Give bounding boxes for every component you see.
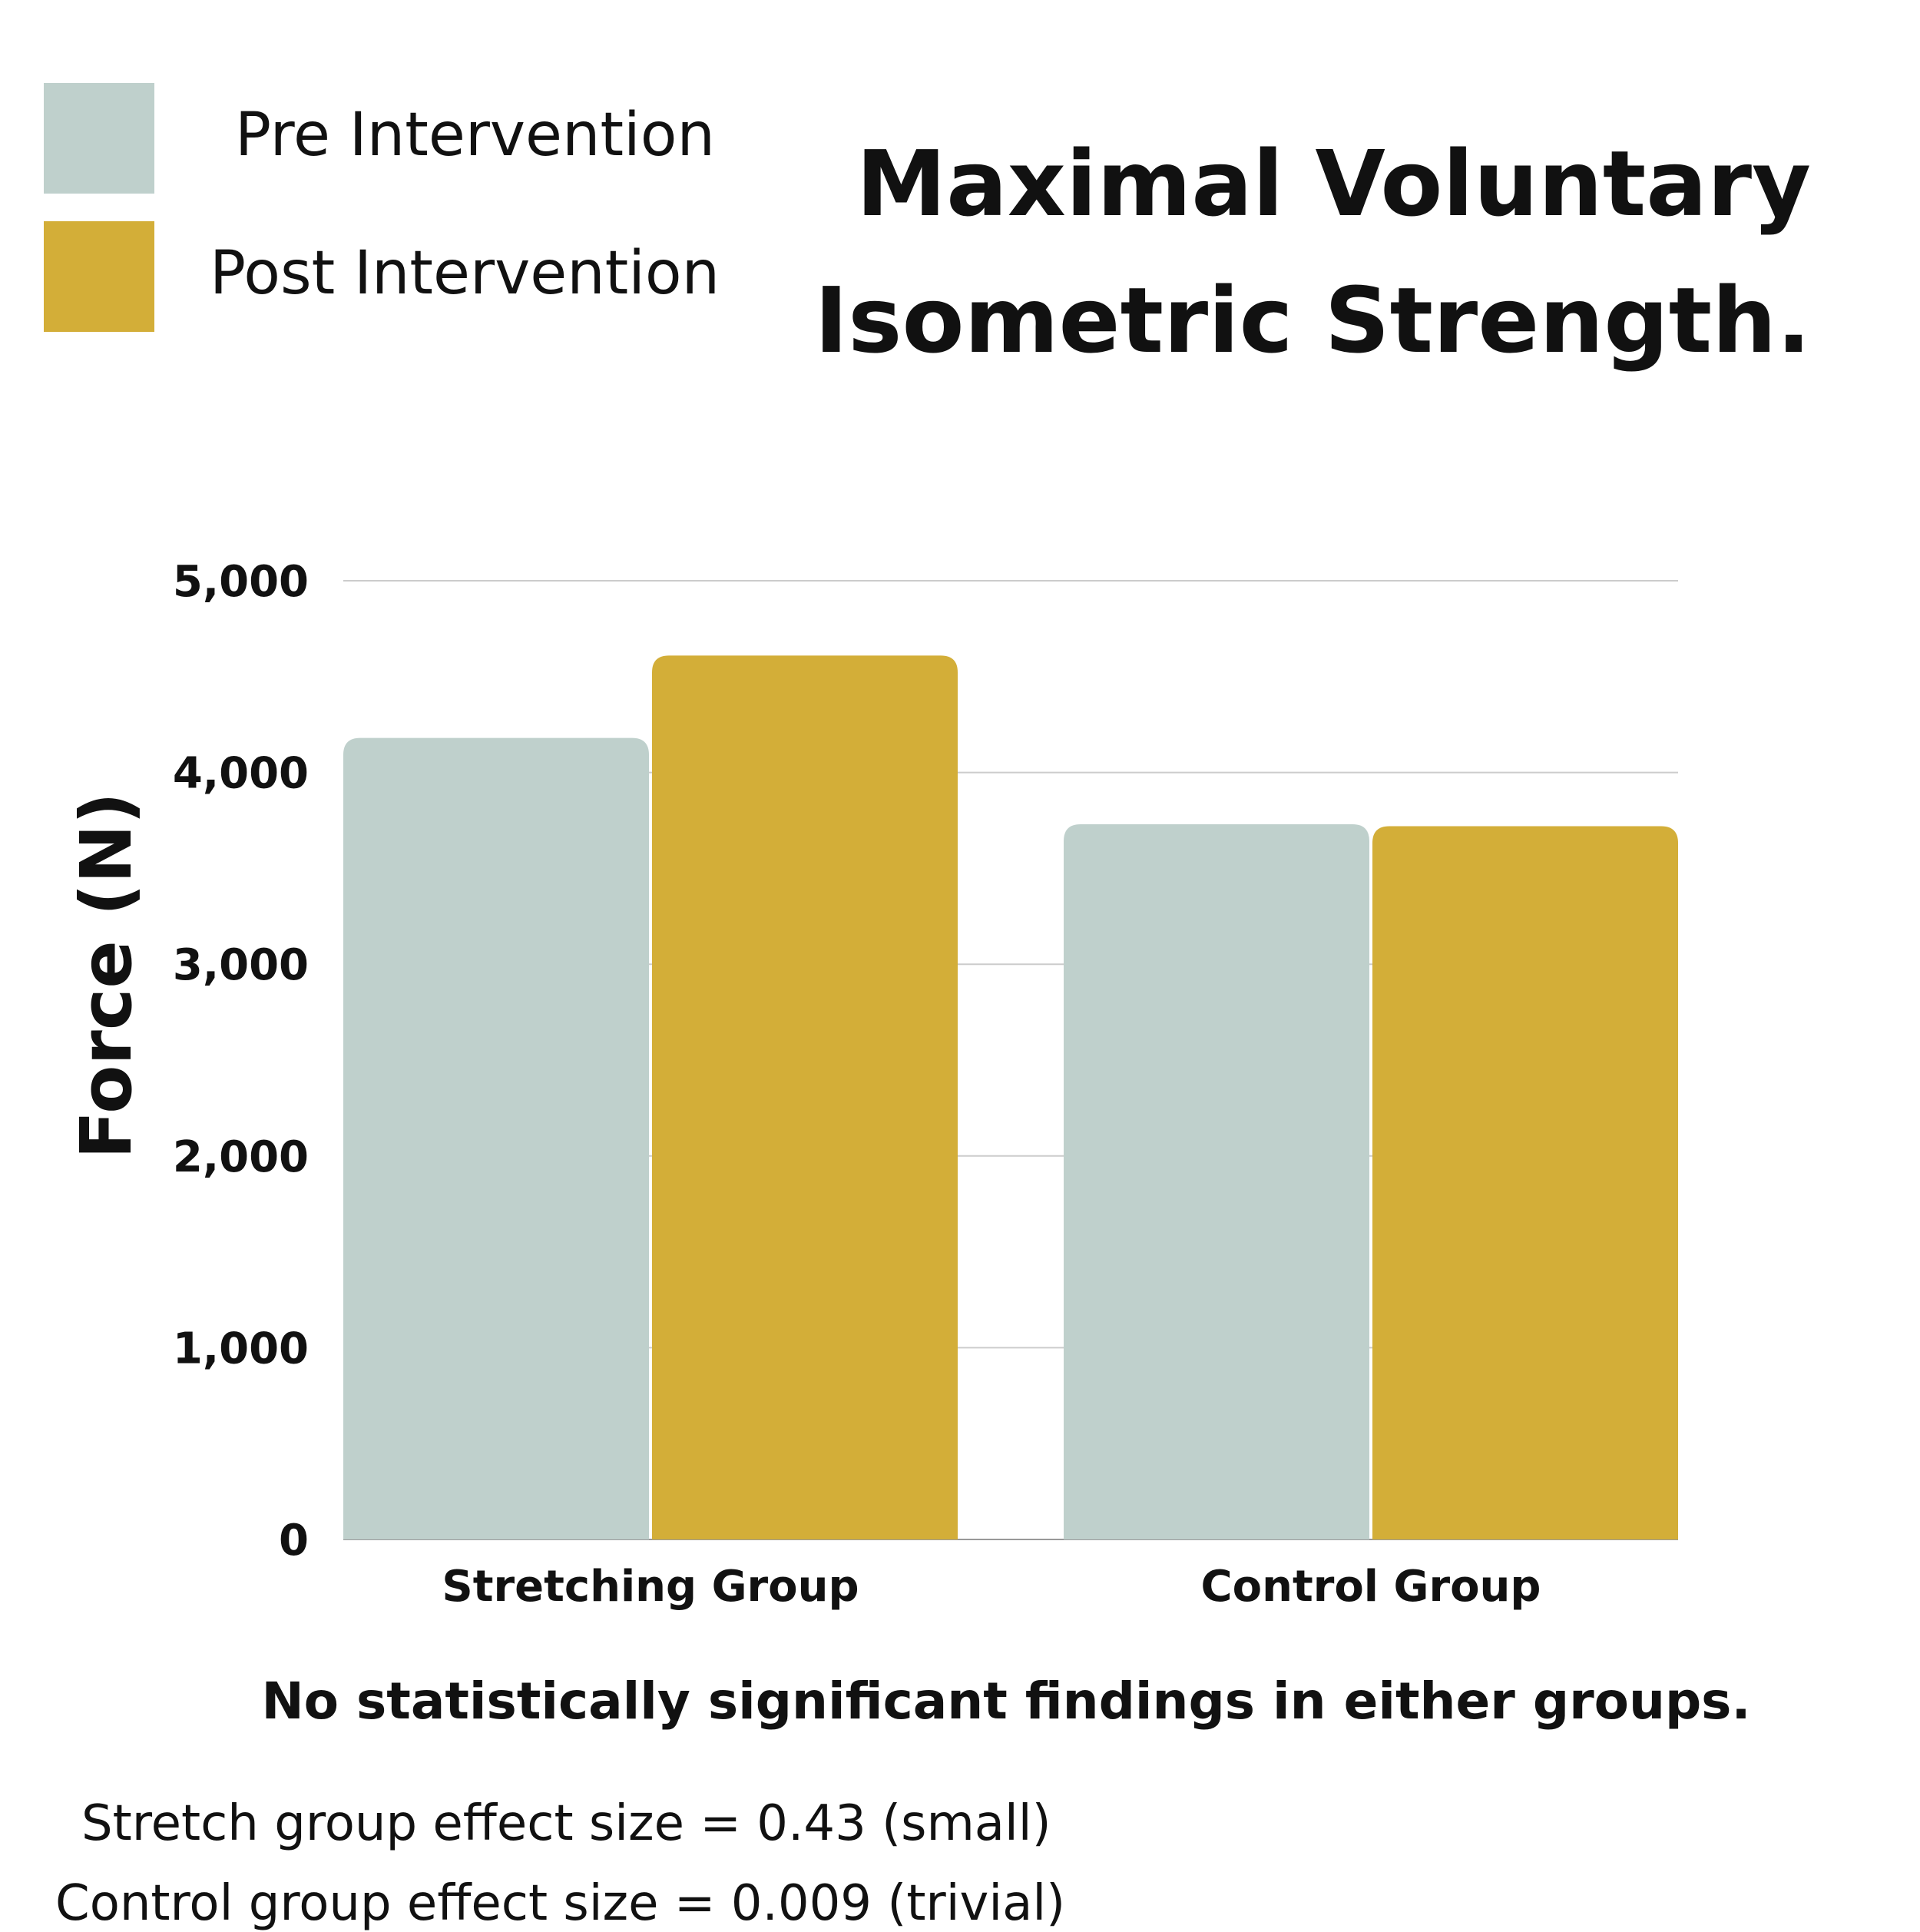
y-tick-label: 5,000 — [173, 557, 309, 607]
y-tick-label: 2,000 — [173, 1132, 309, 1182]
x-tick-label: Control Group — [1201, 1562, 1541, 1612]
stretch-effect-note: Stretch group effect size = 0.43 (small) — [81, 1795, 1051, 1852]
control-effect-note: Control group effect size = 0.009 (trivi… — [55, 1875, 1066, 1932]
y-axis-ticks: 0 1,000 2,000 3,000 4,000 5,000 — [173, 557, 309, 1566]
legend-swatch-post — [44, 221, 154, 332]
bar-pre-0 — [343, 737, 649, 1539]
y-tick-label: 3,000 — [173, 940, 309, 990]
x-axis-ticks: Stretching Group Control Group — [442, 1562, 1541, 1612]
y-tick-label: 1,000 — [173, 1324, 309, 1374]
chart-title: Maximal Voluntary Isometric Strength. — [814, 131, 1811, 373]
bar-post-0 — [652, 655, 958, 1539]
y-tick-label: 0 — [279, 1516, 309, 1566]
legend-label-post: Post Intervention — [210, 239, 720, 308]
x-tick-label: Stretching Group — [442, 1562, 859, 1612]
bar-post-1 — [1372, 826, 1678, 1539]
legend-label-pre: Pre Intervention — [235, 101, 715, 170]
bar-pre-1 — [1064, 824, 1369, 1539]
y-axis-label: Force (N) — [65, 792, 147, 1159]
y-tick-label: 4,000 — [173, 749, 309, 799]
legend-swatch-pre — [44, 83, 154, 194]
bars — [343, 655, 1678, 1539]
significance-note: No statistically significant findings in… — [261, 1672, 1751, 1731]
